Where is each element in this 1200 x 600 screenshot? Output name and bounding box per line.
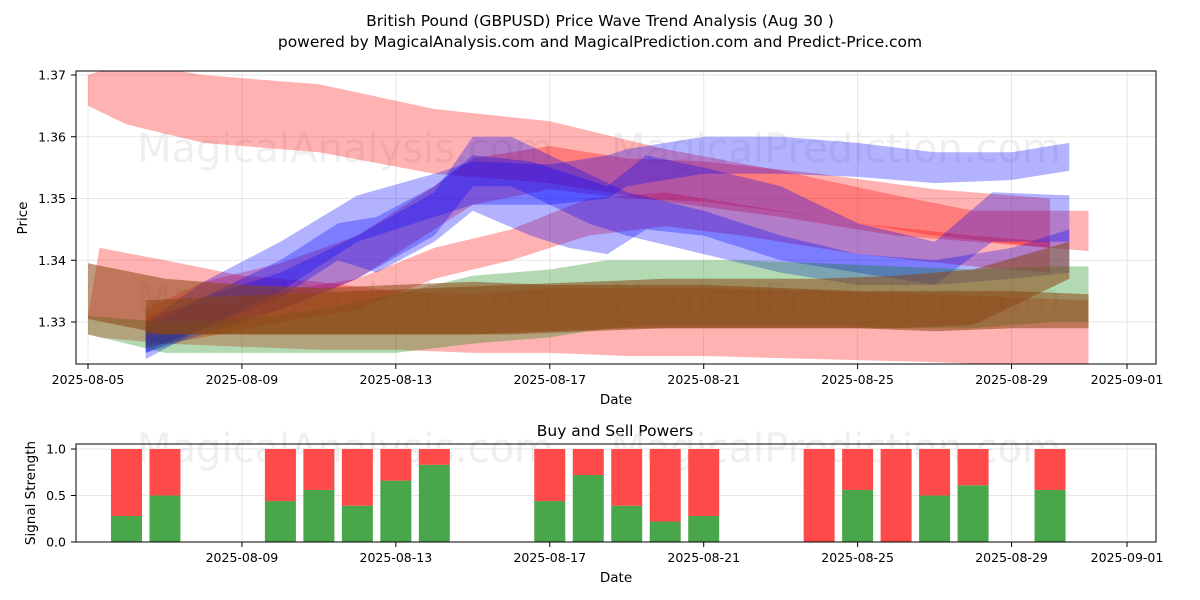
sell-bar — [919, 449, 951, 496]
price-xtick-label: 2025-08-25 — [821, 372, 894, 387]
price-band-blue-wave-2 — [145, 155, 1070, 353]
figure-title-line2: powered by MagicalAnalysis.com and Magic… — [278, 33, 922, 51]
buy-bar — [380, 480, 412, 542]
buy-bar — [264, 501, 296, 542]
price-band-lower-red-wave — [145, 192, 1050, 347]
buy-bar — [534, 501, 566, 542]
sell-bar — [842, 449, 874, 490]
signal-ytick-label: 1.0 — [46, 442, 66, 457]
buy-bar — [572, 475, 604, 542]
buy-bar — [110, 515, 142, 542]
buy-bar — [303, 489, 335, 542]
signal-xtick-label: 2025-08-09 — [206, 550, 279, 565]
buy-bar — [688, 515, 720, 542]
price-band-blue-wave-1 — [145, 136, 1070, 360]
buy-bar — [1034, 489, 1066, 542]
buy-bar — [341, 505, 373, 542]
price-chart-ylabel: Price — [15, 202, 31, 235]
price-band-brown-box — [145, 241, 1070, 335]
buy-bar — [919, 495, 951, 542]
sell-bar — [572, 449, 604, 476]
sell-bar — [1034, 449, 1066, 490]
price-ytick-label: 1.36 — [38, 129, 66, 144]
sell-bar — [149, 449, 181, 496]
price-xtick-label: 2025-08-05 — [52, 372, 125, 387]
price-chart: MagicalAnalysis.com MagicalPrediction.co… — [15, 68, 1163, 409]
price-ytick-label: 1.37 — [38, 68, 66, 83]
buy-bar — [611, 505, 643, 542]
signal-xtick-label: 2025-08-29 — [975, 550, 1048, 565]
buy-bar — [649, 521, 681, 542]
signal-chart-frame — [75, 443, 1157, 543]
price-xtick-label: 2025-09-01 — [1091, 372, 1164, 387]
signal-xtick-label: 2025-08-21 — [667, 550, 740, 565]
buy-bar — [418, 464, 450, 542]
sell-bar — [649, 449, 681, 522]
price-xtick-label: 2025-08-17 — [513, 372, 586, 387]
sell-bar — [303, 449, 335, 490]
buy-bar — [842, 489, 874, 542]
signal-xtick-label: 2025-08-25 — [821, 550, 894, 565]
sell-bar — [611, 449, 643, 506]
sell-bar — [688, 449, 720, 516]
signal-chart-title: Buy and Sell Powers — [537, 422, 694, 440]
price-bands — [88, 71, 1089, 364]
buy-bar — [149, 495, 181, 542]
price-chart-xlabel: Date — [600, 392, 632, 408]
price-ytick-label: 1.35 — [38, 191, 66, 206]
price-ytick-label: 1.33 — [38, 315, 66, 330]
sell-bar — [880, 449, 912, 542]
price-chart-ticks: 2025-08-05 2025-08-09 2025-08-13 2025-08-17… — [38, 68, 1163, 388]
signal-chart-xlabel: Date — [600, 570, 632, 586]
signal-chart-ylabel: Signal Strength — [23, 441, 39, 545]
price-xtick-label: 2025-08-09 — [206, 372, 279, 387]
price-xtick-label: 2025-08-29 — [975, 372, 1048, 387]
price-band-upper-red-wave — [145, 146, 1050, 350]
signal-bars — [110, 449, 1066, 542]
sell-bar — [534, 449, 566, 502]
price-xtick-label: 2025-08-21 — [667, 372, 740, 387]
buy-bar — [957, 485, 989, 542]
signal-xtick-label: 2025-08-17 — [513, 550, 586, 565]
price-ytick-label: 1.34 — [38, 253, 66, 268]
price-band-upper-red-band — [88, 71, 1089, 251]
signal-ytick-label: 0.5 — [46, 488, 66, 503]
sell-bar — [803, 449, 835, 542]
figure-title-line1: British Pound (GBPUSD) Price Wave Trend … — [366, 12, 834, 30]
watermark-top-left: MagicalAnalysis.com — [137, 126, 553, 172]
price-chart-frame — [75, 70, 1157, 365]
sell-bar — [418, 449, 450, 465]
price-xtick-label: 2025-08-13 — [360, 372, 433, 387]
signal-xtick-label: 2025-08-13 — [360, 550, 433, 565]
signal-chart: Buy and Sell Powers MagicalAnalysis.com … — [23, 422, 1163, 586]
sell-bar — [264, 449, 296, 502]
sell-bar — [957, 449, 989, 486]
signal-ytick-label: 0.0 — [46, 535, 66, 550]
signal-xtick-label: 2025-09-01 — [1091, 550, 1164, 565]
sell-bar — [110, 449, 142, 516]
sell-bar — [380, 449, 412, 481]
signal-chart-ticks: 2025-08-09 2025-08-13 2025-08-17 2025-08-21… — [46, 442, 1163, 566]
sell-bar — [341, 449, 373, 506]
watermark-top-right: MagicalPrediction.com — [611, 126, 1061, 172]
